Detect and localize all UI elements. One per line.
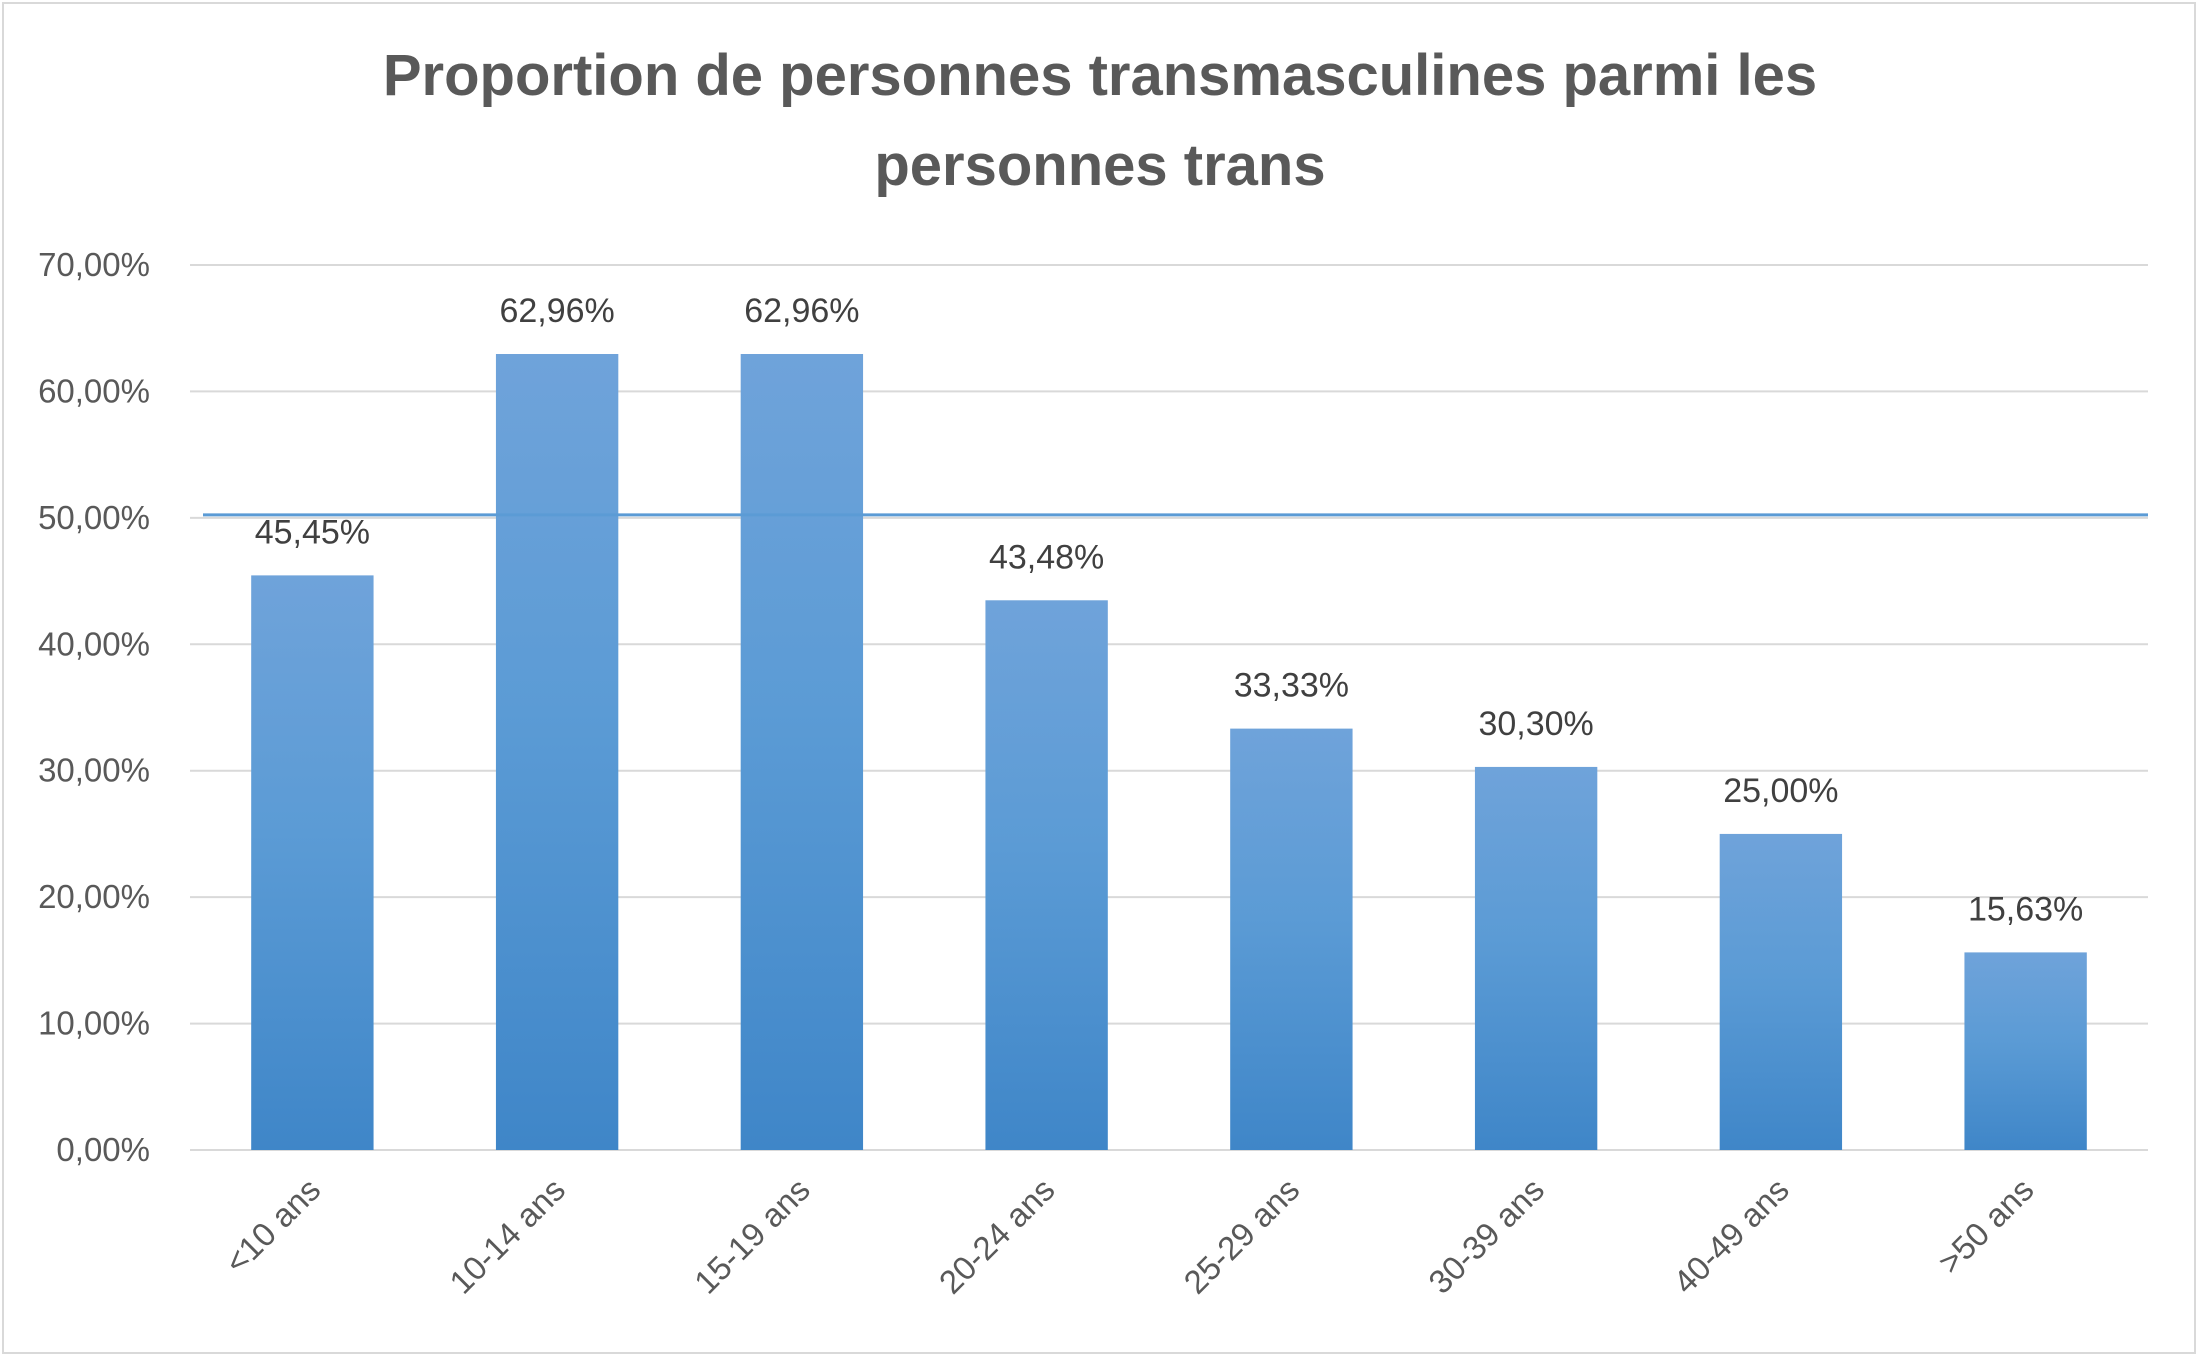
- y-tick-label: 50,00%: [38, 499, 150, 536]
- bar-8: [1964, 952, 2087, 1150]
- bar-2: [495, 354, 619, 1150]
- x-category-label: 20-24 ans: [932, 1171, 1062, 1301]
- data-label: 30,30%: [1478, 705, 1593, 743]
- chart-title-line-1: Proportion de personnes transmasculines …: [383, 43, 1817, 108]
- y-tick-label: 70,00%: [38, 246, 150, 283]
- bar-3: [740, 354, 864, 1150]
- chart-title-line-2: personnes trans: [874, 133, 1325, 198]
- bar-7: [1719, 833, 1843, 1150]
- y-tick-label: 30,00%: [38, 752, 150, 789]
- data-label: 62,96%: [499, 292, 614, 330]
- y-tick-label: 10,00%: [38, 1005, 150, 1042]
- chart-title: Proportion de personnes transmasculines …: [383, 43, 1817, 198]
- bar-4: [985, 600, 1108, 1150]
- y-tick-label: 0,00%: [56, 1131, 150, 1168]
- y-tick-label: 20,00%: [38, 878, 150, 915]
- data-label: 33,33%: [1234, 667, 1349, 705]
- bars: [251, 354, 2087, 1150]
- y-tick-label: 40,00%: [38, 625, 150, 662]
- data-label: 62,96%: [744, 292, 859, 330]
- data-label: 25,00%: [1723, 772, 1838, 810]
- x-category-label: 10-14 ans: [442, 1171, 572, 1301]
- y-axis-tick-labels: 0,00% 10,00% 20,00% 30,00% 40,00% 50,00% 60,00…: [38, 246, 150, 1168]
- bar-1: [251, 575, 374, 1150]
- x-category-label: 15-19 ans: [687, 1171, 817, 1301]
- x-category-label: <10 ans: [217, 1171, 327, 1281]
- data-labels: 45,45% 62,96% 62,96% 43,48% 33,33% 30,30% 25,0…: [255, 292, 2084, 928]
- bar-6: [1474, 766, 1598, 1150]
- data-label: 15,63%: [1968, 890, 2083, 928]
- bar-5: [1230, 728, 1353, 1150]
- x-axis-category-labels: <10 ans 10-14 ans 15-19 ans 20-24 ans 25-29 …: [217, 1171, 2040, 1301]
- x-category-label: 25-29 ans: [1176, 1171, 1306, 1301]
- data-label: 45,45%: [255, 513, 370, 551]
- x-category-label: >50 ans: [1931, 1171, 2041, 1281]
- gridlines: [190, 264, 2148, 1151]
- data-label: 43,48%: [989, 538, 1104, 576]
- x-category-label: 30-39 ans: [1421, 1171, 1551, 1301]
- x-category-label: 40-49 ans: [1666, 1171, 1796, 1301]
- y-tick-label: 60,00%: [38, 372, 150, 409]
